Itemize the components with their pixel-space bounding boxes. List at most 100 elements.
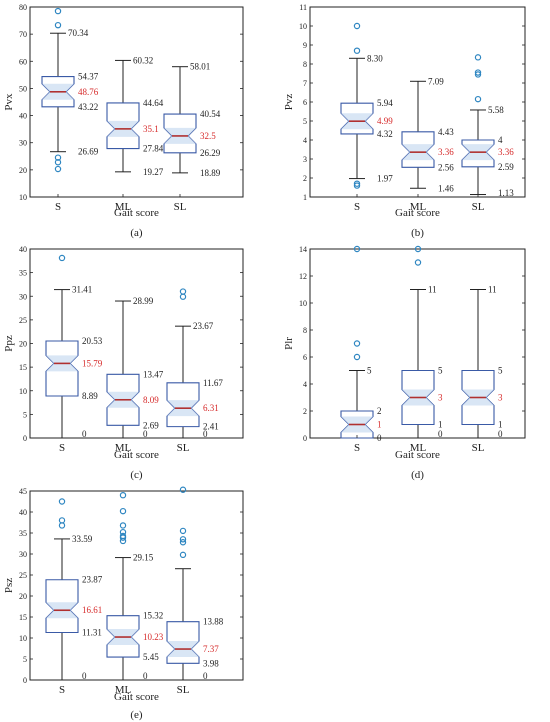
panel-caption: (d) <box>411 469 424 481</box>
x-axis-label: Gait score <box>395 449 440 461</box>
panel-caption: (b) <box>411 227 424 239</box>
box-SL: 13.88 7.37 3.98 0 <box>166 486 224 681</box>
lower-whisker-label: 19.27 <box>143 167 164 177</box>
y-tick-label: 10 <box>299 299 307 308</box>
outlier-point <box>179 551 187 559</box>
upper-whisker-label: 7.09 <box>428 76 444 86</box>
lower-whisker-label: 0 <box>498 429 503 439</box>
y-tick-label: 25 <box>19 316 27 325</box>
y-tick-label: 50 <box>19 84 27 93</box>
outlier-point <box>474 71 482 78</box>
upper-whisker-label: 8.30 <box>367 53 383 63</box>
y-axis-label: Plr <box>283 337 295 350</box>
y-tick-label: 15 <box>19 613 27 622</box>
y-tick-label: 45 <box>19 487 27 496</box>
q3-label: 54.37 <box>78 72 99 82</box>
axes-frame <box>29 6 244 198</box>
lower-whisker-label: 0 <box>143 671 148 681</box>
box-S: 8.30 5.94 4.99 4.32 1.97 <box>340 22 393 189</box>
y-tick-label: 8 <box>303 60 307 69</box>
outlier-point <box>353 340 361 347</box>
x-tick-label: S <box>354 201 360 213</box>
upper-whisker-label: 28.99 <box>133 296 154 306</box>
x-tick-label: S <box>59 442 65 454</box>
outlier-point <box>179 293 187 300</box>
y-tick-label: 70 <box>19 30 27 39</box>
outlier-point <box>353 22 361 30</box>
box-SL: 11 5 3 10 <box>461 285 503 439</box>
outlier-point <box>353 245 361 253</box>
box-SL: 23.67 11.67 6.31 2.410 <box>166 288 223 439</box>
q3-label: 13.88 <box>203 617 224 627</box>
y-tick-label: 35 <box>19 269 27 278</box>
outlier-point <box>54 165 62 173</box>
y-tick-label: 5 <box>23 410 27 419</box>
y-tick-label: 12 <box>299 272 307 281</box>
y-tick-label: 5 <box>303 117 307 126</box>
y-tick-label: 4 <box>303 136 307 145</box>
lower-whisker-label: 1.97 <box>377 174 393 184</box>
outlier-point <box>119 522 127 529</box>
y-tick-label: 30 <box>19 139 27 148</box>
panel-1: 10 20 30 40 50 60 70 80 70.34 54.37 48.76 43.22 26.6… <box>3 3 244 239</box>
y-axis-label: Pvz <box>283 94 295 111</box>
box-ML: 28.99 13.47 8.09 2.690 <box>106 296 164 439</box>
x-axis-label: Gait score <box>114 449 159 461</box>
y-tick-label: 80 <box>19 3 27 12</box>
y-axis-label: Pvx <box>3 93 15 111</box>
q3-label: 13.47 <box>143 369 164 379</box>
q1-label: 2.41 <box>203 422 219 432</box>
y-tick-label: 20 <box>19 592 27 601</box>
outlier-point <box>119 507 127 515</box>
median-label: 48.76 <box>78 87 99 97</box>
outlier-point <box>179 539 187 546</box>
x-tick-label: SL <box>177 442 190 454</box>
q3-label: 23.87 <box>82 575 103 585</box>
box-S: 5 2 1 0 <box>340 245 382 443</box>
x-axis-label: Gait score <box>395 207 440 219</box>
q1-label: 26.29 <box>200 148 221 158</box>
y-tick-label: 14 <box>299 245 307 254</box>
y-tick-label: 7 <box>303 79 307 88</box>
y-tick-label: 0 <box>23 434 27 443</box>
outlier-point <box>54 159 62 166</box>
outlier-point <box>179 527 187 535</box>
box-ML: 29.15 15.32 10.23 5.45 0 <box>106 492 164 681</box>
q3-label: 5 <box>498 366 503 376</box>
x-tick-label: ML <box>410 442 427 454</box>
q1-label: 3.98 <box>203 658 219 668</box>
lower-whisker-label: 18.89 <box>200 168 221 178</box>
y-tick-label: 40 <box>19 508 27 517</box>
lower-whisker-label: 0 <box>82 429 87 439</box>
lower-whisker-label: 0 <box>203 671 208 681</box>
outlier-point <box>414 245 422 253</box>
upper-whisker-label: 5.58 <box>488 105 504 115</box>
panel-caption: (c) <box>130 469 143 481</box>
median-label: 3 <box>438 393 443 403</box>
upper-whisker-label: 33.59 <box>72 534 93 544</box>
upper-whisker-label: 58.01 <box>190 62 210 72</box>
box-ML: 60.32 44.64 35.1 27.84 19.27 <box>106 55 164 177</box>
y-tick-label: 10 <box>19 193 27 202</box>
y-tick-label: 20 <box>19 340 27 349</box>
q1-label: 2.56 <box>438 162 454 172</box>
q3-label: 5 <box>438 366 443 376</box>
panel-caption: (e) <box>130 709 143 721</box>
x-tick-label: SL <box>174 201 187 213</box>
y-tick-label: 6 <box>303 98 307 107</box>
box-S: 33.59 23.87 16.61 11.31 0 <box>45 498 103 681</box>
y-tick-label: 35 <box>19 529 27 538</box>
y-tick-label: 1 <box>303 193 307 202</box>
y-tick-label: 11 <box>299 3 307 12</box>
outlier-point <box>179 536 187 543</box>
outlier-point <box>353 47 361 54</box>
panel-3: 0 5 10 15 20 25 30 35 40 31.41 20.53 15.79 8.89 0 S 28.… <box>3 245 244 481</box>
q3-label: 40.54 <box>200 109 221 119</box>
outlier-point <box>58 522 66 529</box>
x-tick-label: S <box>55 201 61 213</box>
outlier-point <box>414 259 422 266</box>
y-tick-label: 30 <box>19 550 27 559</box>
lower-whisker-label: 0 <box>82 671 87 681</box>
y-tick-label: 2 <box>303 174 307 183</box>
y-tick-label: 25 <box>19 571 27 580</box>
